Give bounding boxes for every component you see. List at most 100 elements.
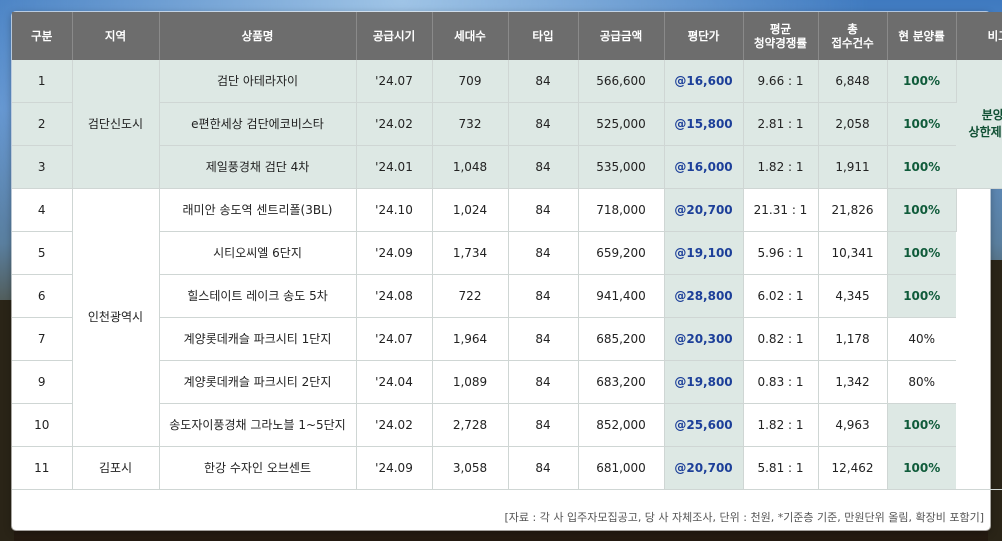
cell-type: 84 [508,145,579,189]
cell-product-name: 래미안 송도역 센트리폴(3BL) [159,188,357,232]
cell-pyeong-price: @16,000 [664,145,744,189]
cell-price: 685,200 [578,317,665,361]
cell-competition-rate: 0.82 : 1 [743,317,819,361]
cell-units: 1,964 [432,317,509,361]
col-header-competition-rate: 평균 청약경쟁률 [743,12,819,60]
table-row: 7 계양롯데캐슬 파크시티 1단지 '24.07 1,964 84 685,20… [12,317,1002,361]
cell-no: 7 [12,317,73,361]
cell-applications: 6,848 [818,60,888,103]
cell-competition-rate: 2.81 : 1 [743,102,819,146]
cell-pyeong-price: @16,600 [664,60,744,103]
cell-units: 3,058 [432,446,509,490]
cell-period: '24.09 [356,231,433,275]
cell-competition-rate: 6.02 : 1 [743,274,819,318]
cell-applications: 1,178 [818,317,888,361]
col-header-no: 구분 [12,12,73,60]
cell-product-name: 시티오씨엘 6단지 [159,231,357,275]
cell-type: 84 [508,317,579,361]
cell-pyeong-price: @20,700 [664,188,744,232]
cell-no: 10 [12,403,73,447]
cell-applications: 4,345 [818,274,888,318]
cell-no: 5 [12,231,73,275]
cell-price: 681,000 [578,446,665,490]
table-row: 4 인천광역시 래미안 송도역 센트리폴(3BL) '24.10 1,024 8… [12,188,1002,490]
cell-sold-rate: 100% [887,145,956,189]
cell-period: '24.08 [356,274,433,318]
cell-price: 852,000 [578,403,665,447]
cell-sold-rate: 100% [887,231,956,275]
cell-units: 1,734 [432,231,509,275]
cell-period: '24.01 [356,145,433,189]
cell-applications: 12,462 [818,446,888,490]
cell-type: 84 [508,188,579,232]
cell-sold-rate: 100% [887,102,956,146]
table-row: 3 제일풍경채 검단 4차 '24.01 1,048 84 535,000 @1… [12,145,1002,189]
cell-competition-rate: 5.96 : 1 [743,231,819,275]
cell-sold-rate: 100% [887,60,957,103]
cell-no: 11 [12,446,73,490]
cell-no: 9 [12,360,73,404]
cell-type: 84 [508,446,579,490]
cell-price: 525,000 [578,102,665,146]
cell-applications: 1,911 [818,145,888,189]
cell-applications: 4,963 [818,403,888,447]
cell-sold-rate: 40% [887,317,956,361]
table-row: 9 계양롯데캐슬 파크시티 2단지 '24.04 1,089 84 683,20… [12,360,1002,404]
col-header-note: 비고 [956,12,1002,60]
cell-region-geomdan: 검단신도시 [72,60,160,189]
table-row: 2 e편한세상 검단에코비스타 '24.02 732 84 525,000 @1… [12,102,1002,146]
cell-units: 732 [432,102,509,146]
col-header-applications: 총 접수건수 [818,12,888,60]
cell-sold-rate: 80% [887,360,956,404]
cell-type: 84 [508,403,579,447]
table-row: 1 검단신도시 검단 아테라자이 '24.07 709 84 566,600 @… [12,60,1002,189]
table-row: 5 시티오씨엘 6단지 '24.09 1,734 84 659,200 @19,… [12,231,1002,275]
cell-period: '24.09 [356,446,433,490]
cell-applications: 1,342 [818,360,888,404]
cell-type: 84 [508,102,579,146]
cell-no: 6 [12,274,73,318]
cell-period: '24.07 [356,60,433,103]
cell-period: '24.02 [356,102,433,146]
cell-price: 941,400 [578,274,665,318]
cell-product-name: 제일풍경채 검단 4차 [159,145,357,189]
cell-price: 683,200 [578,360,665,404]
cell-product-name: 한강 수자인 오브센트 [159,446,357,490]
col-header-product: 상품명 [159,12,357,60]
cell-price: 566,600 [578,60,665,103]
cell-competition-rate: 21.31 : 1 [743,188,819,232]
cell-competition-rate: 0.83 : 1 [743,360,819,404]
cell-note-price-cap: 분양가 상한제 적용 [956,60,1002,189]
cell-competition-rate: 9.66 : 1 [743,60,819,103]
cell-type: 84 [508,60,579,103]
cell-sold-rate: 100% [887,188,957,232]
cell-period: '24.07 [356,317,433,361]
col-header-region: 지역 [72,12,160,60]
cell-competition-rate: 5.81 : 1 [743,446,819,490]
cell-units: 1,048 [432,145,509,189]
cell-units: 1,089 [432,360,509,404]
cell-no: 2 [12,102,73,146]
cell-units: 1,024 [432,188,509,232]
cell-sold-rate: 100% [887,446,956,490]
cell-type: 84 [508,360,579,404]
cell-no: 4 [12,188,73,232]
cell-sold-rate: 100% [887,274,956,318]
cell-note-empty [956,188,1002,490]
cell-competition-rate: 1.82 : 1 [743,403,819,447]
cell-no: 3 [12,145,73,189]
cell-pyeong-price: @19,100 [664,231,744,275]
cell-period: '24.04 [356,360,433,404]
cell-period: '24.02 [356,403,433,447]
cell-applications: 2,058 [818,102,888,146]
cell-type: 84 [508,274,579,318]
col-header-period: 공급시기 [356,12,433,60]
background-tree [0,300,14,541]
cell-product-name: e편한세상 검단에코비스타 [159,102,357,146]
table-row: 10 송도자이풍경채 그라노블 1~5단지 '24.02 2,728 84 85… [12,403,1002,447]
cell-pyeong-price: @20,700 [664,446,744,490]
cell-pyeong-price: @15,800 [664,102,744,146]
cell-units: 722 [432,274,509,318]
cell-units: 709 [432,60,509,103]
header-row: 구분 지역 상품명 공급시기 세대수 타입 공급금액 평단가 평균 청약경쟁률 … [12,12,1002,60]
